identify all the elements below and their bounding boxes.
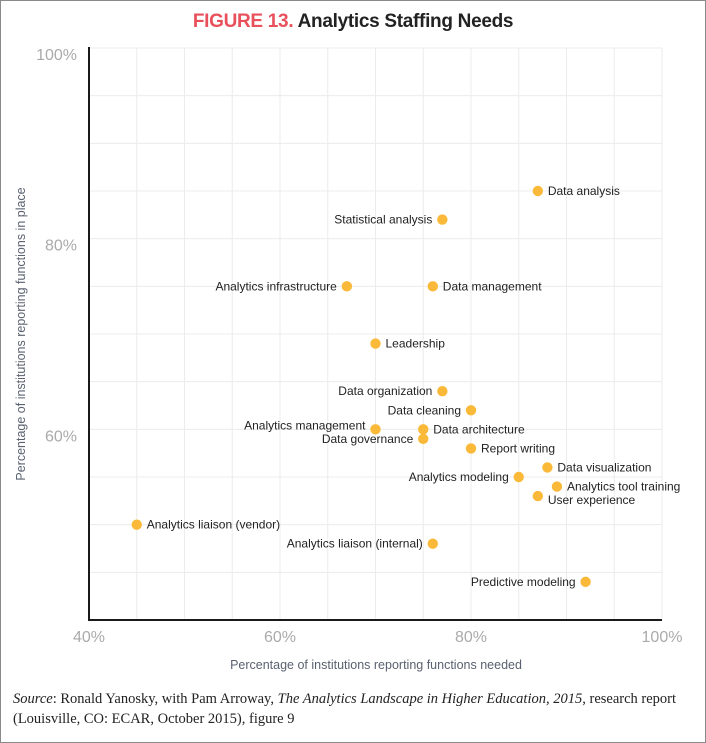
point-label: Analytics management (244, 418, 366, 432)
point-label: Data organization (338, 384, 432, 398)
data-point (532, 185, 544, 197)
point-label: Analytics infrastructure (215, 279, 337, 293)
point-label: Report writing (481, 441, 555, 455)
data-point (465, 405, 477, 416)
chart-title: FIGURE 13. Analytics Staffing Needs (1, 11, 705, 33)
data-point (532, 490, 544, 502)
y-tick-label: 60% (45, 428, 77, 445)
data-point (437, 386, 448, 397)
point-label: Leadership (386, 337, 446, 351)
point-label: Data governance (322, 432, 414, 446)
y-tick-label: 100% (36, 47, 77, 64)
data-point (437, 214, 448, 225)
data-point (418, 424, 429, 435)
point-label: Statistical analysis (334, 213, 432, 227)
x-tick-label: 80% (455, 629, 487, 646)
x-tick-label: 100% (642, 629, 683, 646)
point-label: Analytics tool training (567, 480, 680, 494)
point-label: Analytics liaison (vendor) (147, 518, 280, 532)
axes (88, 47, 662, 621)
grid (89, 47, 663, 620)
x-tick-label: 40% (73, 629, 105, 646)
y-tick-label: 80% (45, 238, 77, 255)
data-point (370, 424, 381, 435)
point-label: Data visualization (557, 460, 651, 474)
y-axis-label: Percentage of institutions reporting fun… (14, 187, 28, 480)
data-point (513, 471, 524, 483)
figure-number: FIGURE 13. (192, 11, 294, 32)
point-label: Analytics modeling (409, 470, 509, 484)
source-book-title: The Analytics Landscape in Higher Educat… (277, 691, 583, 707)
x-axis-label: Percentage of institutions reporting fun… (230, 658, 522, 672)
data-point (370, 338, 381, 349)
data-point (542, 462, 553, 473)
x-tick-label: 60% (264, 629, 296, 646)
point-label: Data cleaning (388, 403, 461, 417)
scatter-chart: 40% 60% 80% 100% 60% 80% 100% Data analysis Sta… (14, 47, 682, 672)
point-label: Predictive modeling (471, 575, 576, 589)
data-point (427, 281, 438, 292)
point-label: Data architecture (433, 422, 525, 436)
data-point (427, 538, 438, 549)
data-point (418, 433, 429, 445)
source-note: Source: Ronald Yanosky, with Pam Arroway… (13, 689, 693, 729)
data-point (341, 281, 353, 292)
source-label: Source (13, 691, 53, 707)
data-point (465, 443, 477, 454)
points: Data analysis Statistical analysis Analyti… (131, 184, 680, 589)
source-text-before: : Ronald Yanosky, with Pam Arroway, (52, 691, 278, 707)
source-text-after: , research report (Louisville, CO: ECAR,… (13, 691, 677, 727)
point-label: User experience (548, 493, 636, 507)
data-point (131, 519, 142, 530)
data-point (580, 576, 591, 588)
data-point (551, 481, 563, 492)
point-label: Data management (443, 279, 542, 293)
ticks: 40% 60% 80% 100% 60% 80% 100% (36, 47, 682, 646)
title-text: Analytics Staffing Needs (297, 11, 514, 32)
point-label: Data analysis (548, 184, 620, 198)
point-label: Analytics liaison (internal) (287, 537, 423, 551)
